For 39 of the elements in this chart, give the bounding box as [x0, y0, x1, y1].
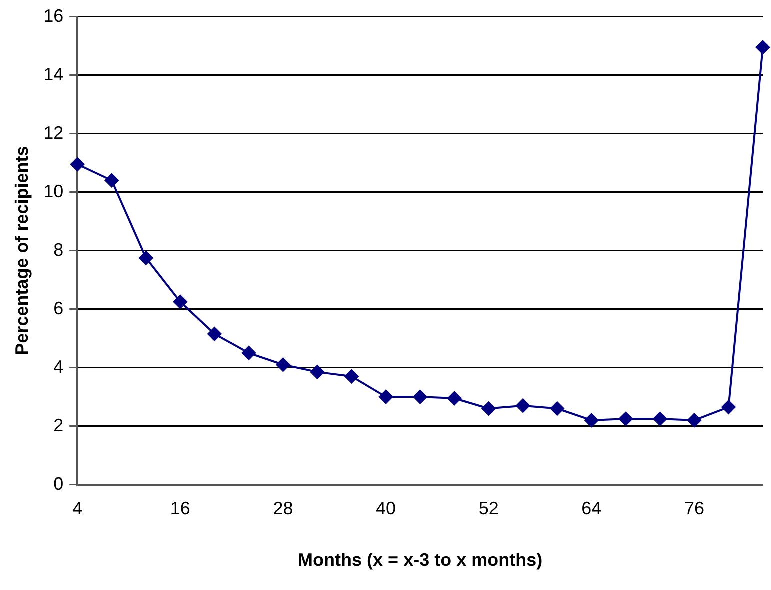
- point: [104, 174, 119, 188]
- y-axis-title: Percentage of recipients: [12, 146, 32, 356]
- point: [310, 365, 325, 380]
- point: [653, 412, 668, 426]
- point: [242, 346, 256, 360]
- point: [584, 413, 599, 428]
- point: [276, 358, 290, 372]
- point: [344, 370, 359, 384]
- x-tick-label: 76: [684, 498, 704, 519]
- point: [550, 402, 564, 416]
- point: [208, 327, 222, 342]
- point: [516, 398, 530, 413]
- x-axis-title: Months (x = x-3 to x months): [298, 550, 543, 570]
- x-tick-label: 28: [273, 498, 294, 519]
- point: [722, 400, 736, 414]
- x-tick-label: 16: [170, 498, 190, 519]
- point: [139, 251, 154, 266]
- point: [448, 392, 462, 406]
- point: [618, 412, 633, 426]
- point: [173, 294, 188, 309]
- y-tick-label: 0: [54, 474, 64, 494]
- y-tick-label: 12: [44, 122, 64, 143]
- point: [756, 40, 770, 55]
- point: [379, 390, 394, 404]
- point: [687, 413, 702, 428]
- point: [70, 158, 85, 172]
- x-tick-label: 64: [582, 498, 602, 519]
- x-tick-label: 4: [72, 498, 83, 519]
- y-tick-label: 4: [54, 356, 64, 377]
- y-tick-label: 14: [44, 64, 64, 84]
- x-tick-label: 52: [478, 498, 499, 519]
- point: [482, 402, 496, 416]
- y-tick-label: 2: [54, 415, 64, 436]
- y-tick-label: 8: [54, 240, 64, 260]
- x-tick-label: 40: [376, 498, 396, 519]
- y-tick-label: 6: [54, 298, 64, 318]
- point: [413, 390, 428, 404]
- y-tick-label: 16: [44, 6, 64, 26]
- y-tick-label: 10: [44, 181, 64, 202]
